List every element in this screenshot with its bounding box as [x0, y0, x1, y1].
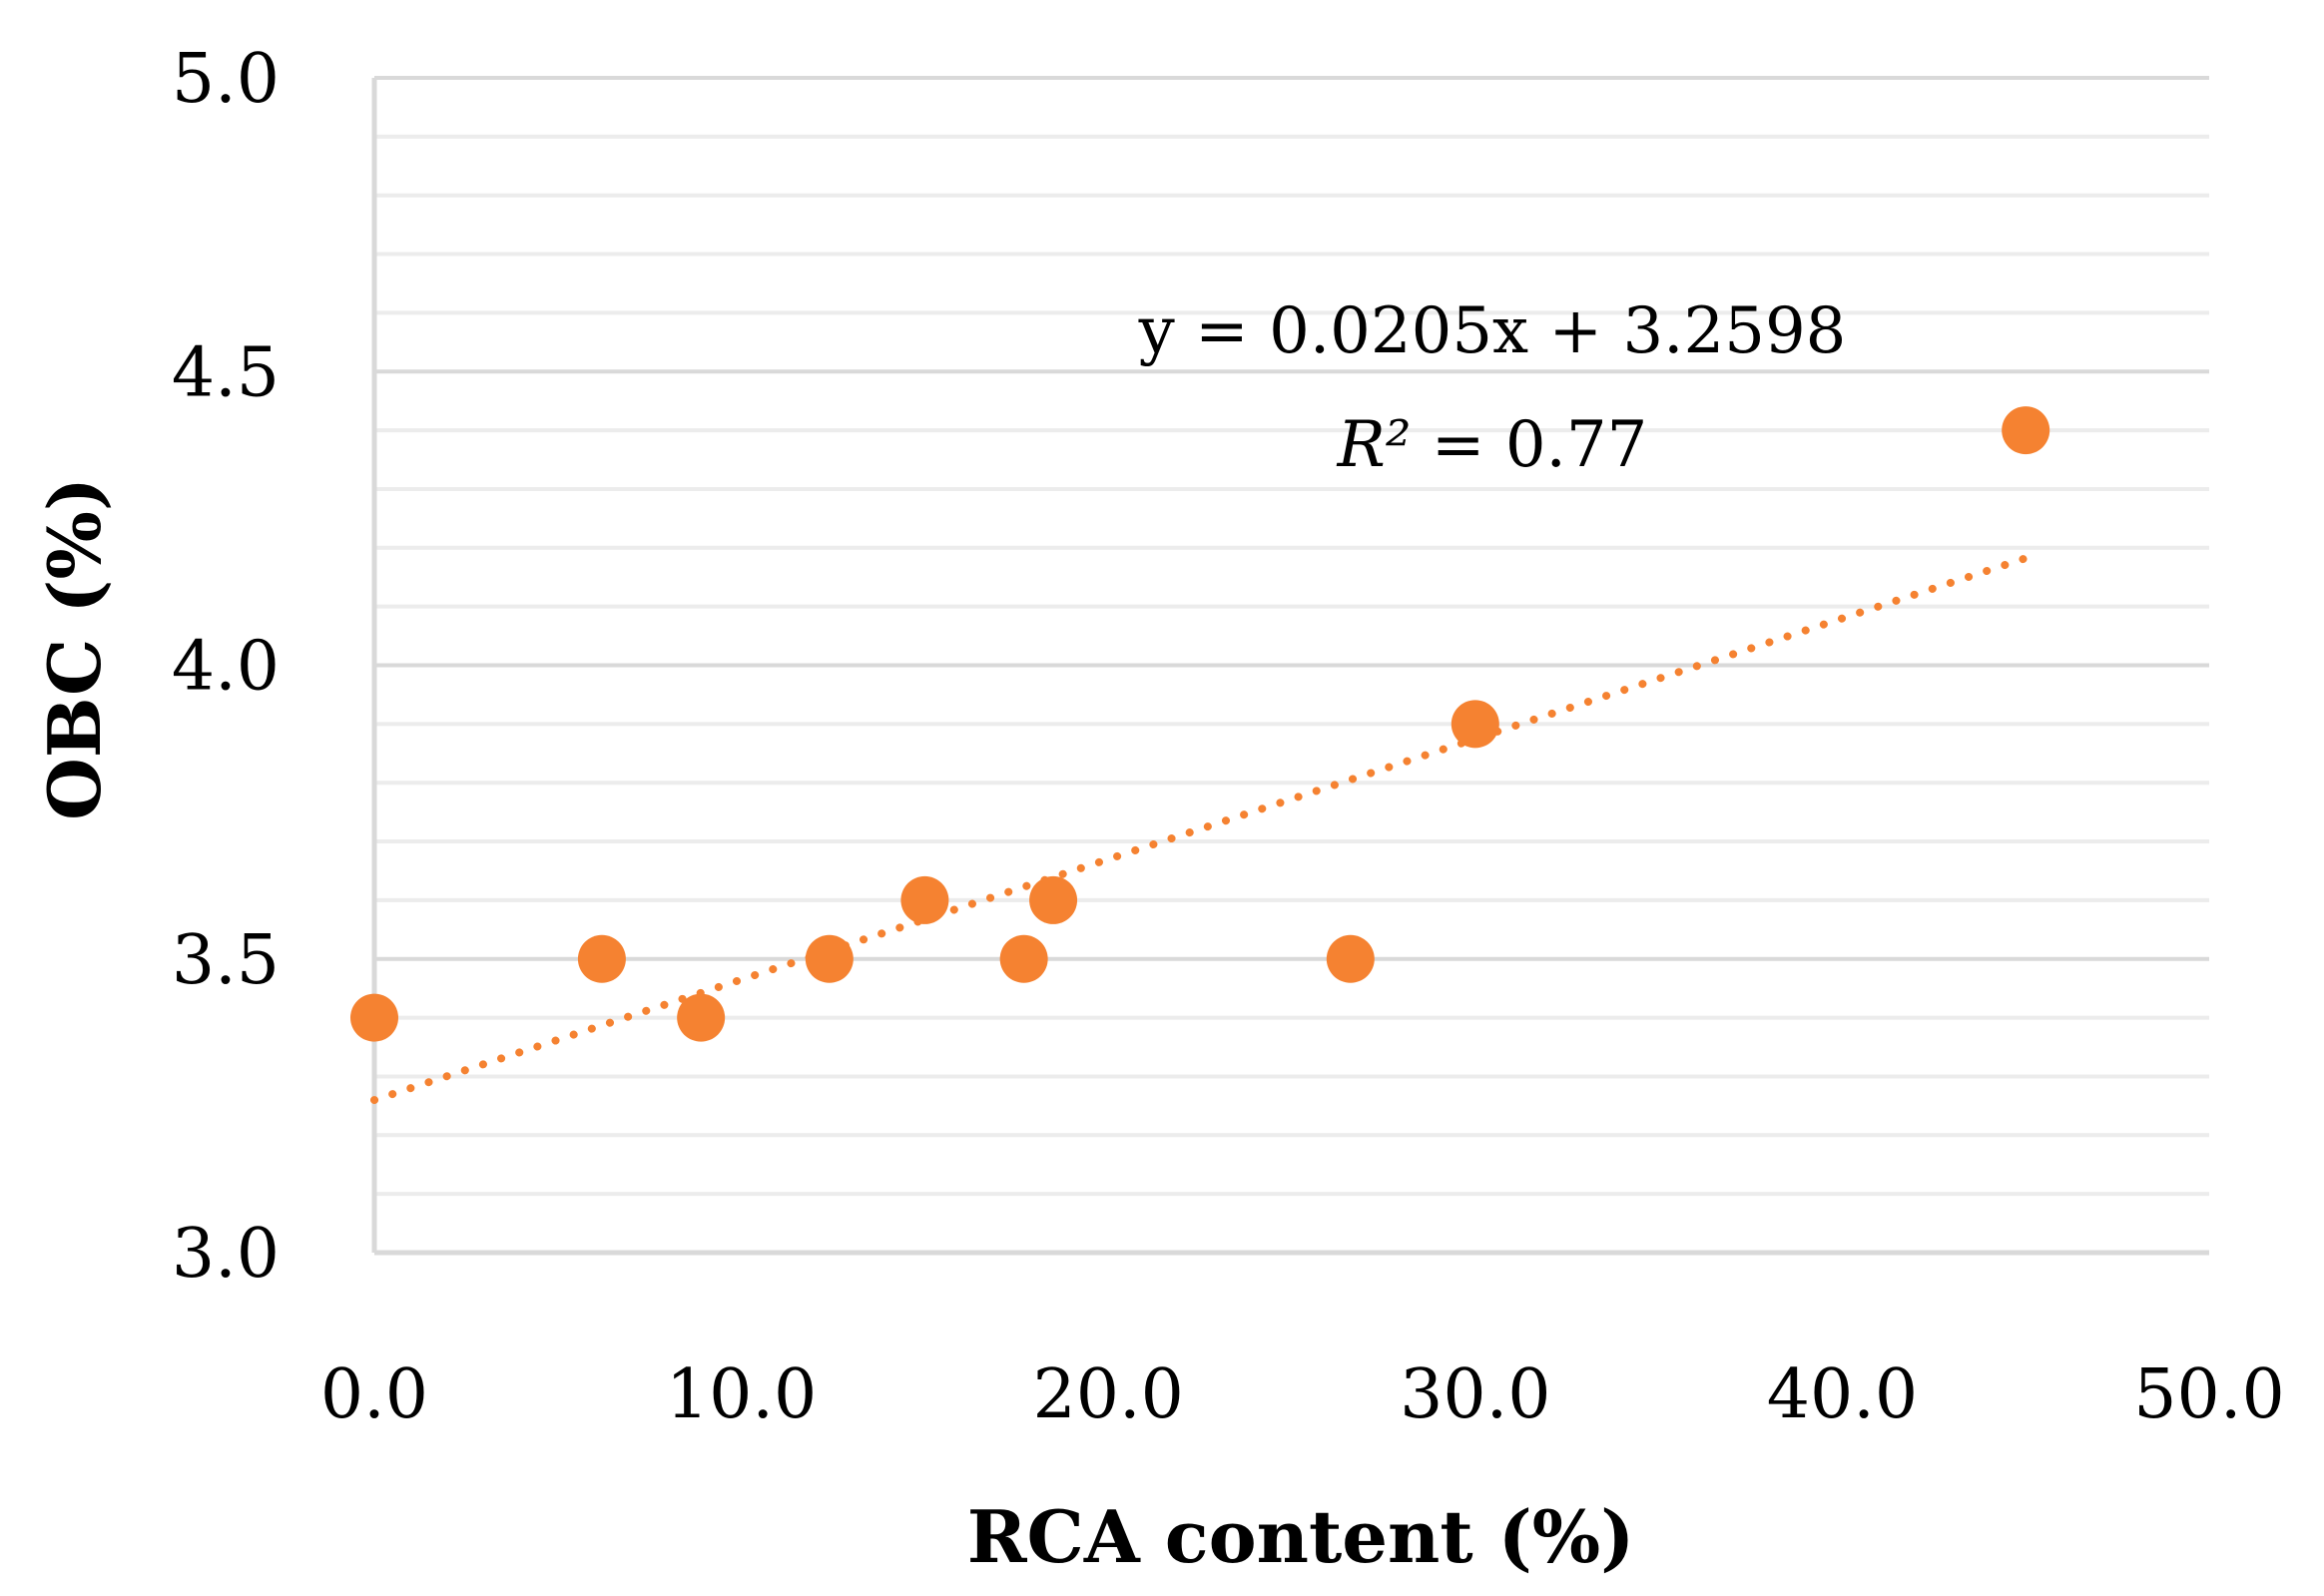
x-tick-labels: 0.0 10.0 20.0 30.0 40.0 50.0	[320, 1355, 2285, 1434]
x-axis-title: RCA content (%)	[967, 1494, 1635, 1579]
grid	[374, 76, 2209, 1197]
trendline-line	[370, 554, 2031, 1105]
r-squared-symbol: R²	[1337, 408, 1412, 482]
x-tick-label: 20.0	[1032, 1355, 1183, 1434]
r-squared-value: = 0.77	[1412, 408, 1648, 482]
x-tick-label: 30.0	[1400, 1355, 1550, 1434]
y-tick-label: 4.0	[172, 628, 280, 707]
data-point	[350, 993, 398, 1042]
r-squared-label: R² = 0.77	[1337, 408, 1648, 482]
data-point	[999, 934, 1048, 983]
data-point	[577, 934, 626, 983]
trendline	[370, 554, 2031, 1105]
x-tick-label: 0.0	[320, 1355, 428, 1434]
x-tick-label: 10.0	[666, 1355, 817, 1434]
trendline-equation: y = 0.0205x + 3.2598	[1138, 294, 1847, 368]
y-tick-labels: 3.0 3.5 4.0 4.5 5.0	[172, 40, 280, 1294]
y-axis-title: OBC (%)	[32, 477, 117, 820]
x-tick-label: 40.0	[1767, 1355, 1918, 1434]
y-tick-label: 3.5	[172, 921, 280, 1000]
y-tick-label: 4.5	[172, 333, 280, 412]
data-point	[1326, 934, 1375, 983]
data-point	[1451, 700, 1499, 749]
data-point	[1029, 875, 1078, 924]
y-tick-label: 5.0	[172, 40, 280, 119]
data-point	[900, 875, 949, 924]
y-tick-label: 3.0	[172, 1215, 280, 1294]
data-point	[677, 993, 726, 1042]
data-points	[350, 406, 2050, 1042]
axes	[371, 78, 2209, 1256]
x-tick-label: 50.0	[2133, 1355, 2284, 1434]
data-point	[805, 934, 854, 983]
data-point	[2002, 406, 2050, 455]
